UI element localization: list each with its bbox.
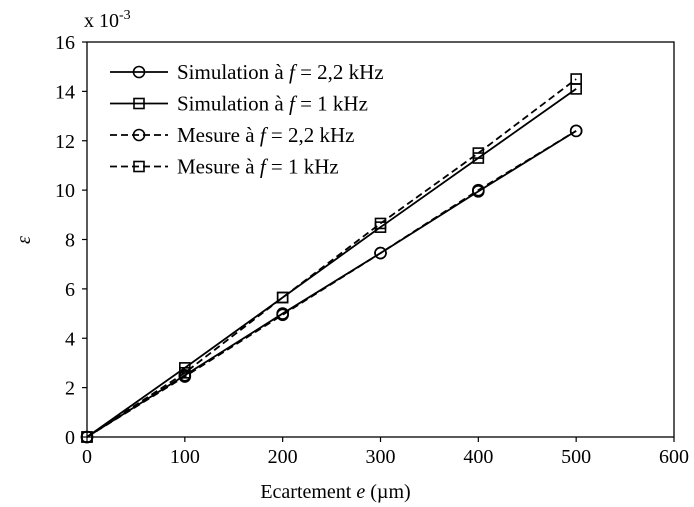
y-tick-label: 0 <box>65 427 75 449</box>
x-tick-label: 0 <box>82 446 92 468</box>
data-point <box>570 73 582 85</box>
data-point <box>179 367 191 379</box>
y-tick-label: 14 <box>55 81 75 103</box>
series-layer <box>80 73 583 444</box>
x-axis-label: Ecartement e (µm) <box>260 481 410 503</box>
data-point <box>374 217 387 230</box>
data-point <box>276 291 289 304</box>
legend-entry-3: Mesure à f = 2,2 kHz <box>110 123 355 147</box>
y-tick-label: 16 <box>55 32 75 54</box>
x-tick-label: 100 <box>170 446 200 468</box>
axes: 0 100 200 300 400 500 600 0 2 4 6 8 10 12 14 16 x 10-3 Ec… <box>13 8 689 503</box>
series-line <box>86 88 577 438</box>
data-point <box>374 246 387 260</box>
data-point <box>569 124 583 138</box>
legend-label: Simulation à f = 2,2 kHz <box>177 60 384 84</box>
series-line <box>86 78 577 438</box>
legend-entry-4: Mesure à f = 1 kHz <box>110 155 339 179</box>
x-tick-label: 400 <box>463 446 493 468</box>
x-tick-label: 500 <box>561 446 591 468</box>
y-tick-label: 8 <box>65 230 75 252</box>
legend-marker <box>132 128 146 142</box>
data-point <box>472 183 485 197</box>
x-tick-label: 300 <box>366 446 396 468</box>
y-axis-multiplier: x 10-3 <box>84 8 131 32</box>
legend-marker <box>133 160 145 173</box>
y-tick-label: 12 <box>55 131 75 153</box>
data-point <box>81 431 93 443</box>
legend-entry-1: Simulation à f = 2,2 kHz <box>110 60 384 84</box>
y-tick-label: 6 <box>65 279 75 301</box>
plot-frame <box>86 41 675 438</box>
data-point <box>472 147 485 159</box>
legend-marker <box>132 65 146 79</box>
legend-label: Mesure à f = 1 kHz <box>177 155 339 179</box>
x-tick-label: 600 <box>659 446 689 468</box>
x-tick-label: 200 <box>268 446 298 468</box>
series-line <box>86 130 577 438</box>
y-tick-label: 2 <box>65 378 75 400</box>
y-tick-label: 4 <box>65 328 75 350</box>
legend-label: Mesure à f = 2,2 kHz <box>177 123 355 147</box>
y-tick-label: 10 <box>55 180 75 202</box>
legend: Simulation à f = 2,2 kHz Simulation à f =… <box>110 60 384 179</box>
series-4 <box>81 73 582 443</box>
legend-label: Simulation à f = 1 kHz <box>177 92 368 116</box>
legend-entry-2: Simulation à f = 1 kHz <box>110 92 368 116</box>
legend-marker <box>133 97 145 110</box>
data-point <box>276 308 289 322</box>
y-axis-label: ε <box>13 236 35 244</box>
